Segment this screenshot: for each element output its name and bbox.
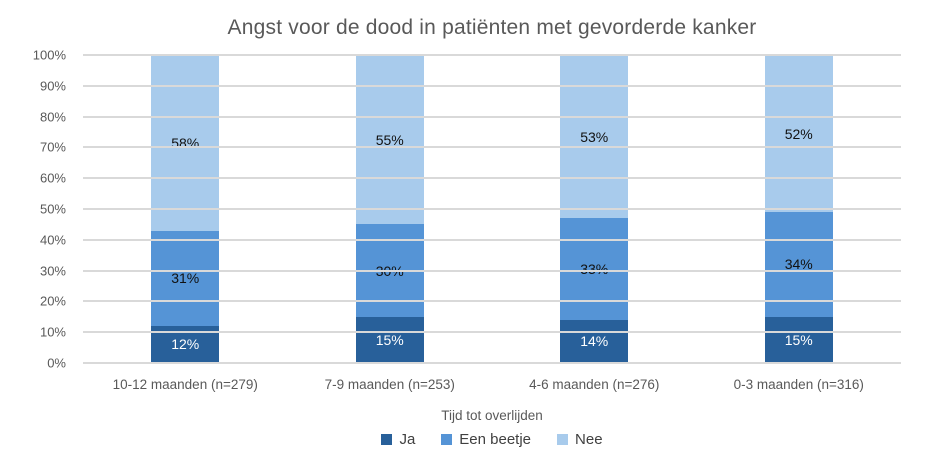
legend-item-ja: Ja — [381, 431, 415, 448]
data-label: 53% — [580, 128, 609, 145]
legend: Ja Een beetje Nee — [83, 431, 901, 448]
data-label: 15% — [784, 331, 813, 348]
data-label: 33% — [580, 261, 608, 277]
gridline — [83, 115, 901, 118]
data-label: 14% — [580, 333, 609, 350]
gridline — [83, 54, 901, 56]
x-tick-label: 4-6 maanden (n=276) — [529, 377, 660, 392]
bar-segment-een-beetje: 31% — [151, 230, 220, 327]
bar-segment-ja: 14% — [560, 319, 629, 363]
gridline — [83, 84, 901, 87]
bar-segment-nee: 55% — [355, 55, 424, 225]
x-tick-label: 10-12 maanden (n=279) — [112, 377, 258, 392]
legend-swatch — [381, 434, 393, 445]
bar-segment-ja: 15% — [355, 316, 424, 363]
y-tick-label: 20% — [39, 293, 66, 309]
gridline — [83, 146, 901, 149]
bar-slots: 58%31%12%55%30%15%53%33%14%52%34%15% — [83, 55, 901, 363]
y-tick-label: 10% — [39, 324, 66, 340]
legend-label: Een beetje — [459, 431, 532, 448]
legend-swatch — [557, 434, 569, 445]
chart-title: Angst voor de dood in patiënten met gevo… — [227, 16, 757, 39]
bar-slot: 52% 34% 15% — [697, 55, 902, 363]
gridline — [83, 331, 901, 334]
bar-segment-een-beetje: 34% — [764, 212, 833, 317]
gridline — [83, 238, 901, 241]
x-tick-label: 0-3 maanden (n=316) — [733, 377, 864, 392]
legend-label: Ja — [399, 431, 416, 448]
y-tick-label: 90% — [39, 78, 66, 94]
bar-segment-een-beetje: 33% — [560, 218, 629, 320]
legend-item-een-beetje: Een beetje — [441, 431, 531, 448]
y-tick-label: 60% — [39, 170, 66, 186]
data-label: 12% — [171, 336, 200, 353]
y-tick-label: 40% — [39, 232, 66, 248]
y-tick-label: 80% — [39, 109, 66, 125]
x-axis-title: Tijd tot overlijden — [441, 408, 543, 423]
x-tick-label: 7-9 maanden (n=253) — [324, 377, 455, 392]
bar-slot: 53% 33% 14% — [492, 55, 697, 363]
bar-segment-ja: 15% — [764, 316, 833, 363]
data-label: 55% — [375, 131, 404, 148]
y-tick-label: 70% — [39, 139, 66, 155]
stacked-bar: 52% 34% 15% — [764, 55, 833, 363]
bar-segment-ja: 12% — [151, 326, 220, 363]
bar-slot: 58% 31% 12% — [83, 55, 288, 363]
legend-item-nee: Nee — [557, 431, 603, 448]
bar-segment-nee: 58% — [151, 55, 220, 231]
gridline — [83, 300, 901, 303]
data-label: 31% — [171, 270, 200, 287]
gridline — [83, 362, 901, 364]
y-tick-label: 50% — [39, 201, 66, 217]
y-axis-tick-labels: 100% 90% 80% 70% 60% 50% 40% 30% 20% 10% 0% — [0, 48, 66, 371]
gridline — [83, 208, 901, 210]
y-tick-label: 30% — [39, 263, 66, 279]
y-tick-label: 0% — [47, 355, 66, 371]
data-label: 15% — [375, 331, 404, 348]
gridline — [83, 177, 901, 180]
y-tick-label: 100% — [32, 47, 66, 63]
stacked-bar: 58% 31% 12% — [151, 55, 220, 363]
legend-swatch — [441, 434, 453, 445]
legend-label: Nee — [575, 431, 603, 448]
stacked-bar: 53% 33% 14% — [560, 55, 629, 363]
data-label: 34% — [784, 256, 813, 273]
bar-segment-nee: 52% — [764, 55, 833, 213]
gridline — [83, 269, 901, 272]
data-label: 52% — [784, 125, 813, 142]
plot-area: 58%31%12%55%30%15%53%33%14%52%34%15% — [83, 54, 901, 364]
bar-segment-nee: 53% — [560, 55, 629, 219]
x-axis-tick-labels: 10-12 maanden (n=279) 7-9 maanden (n=253)… — [83, 377, 901, 392]
